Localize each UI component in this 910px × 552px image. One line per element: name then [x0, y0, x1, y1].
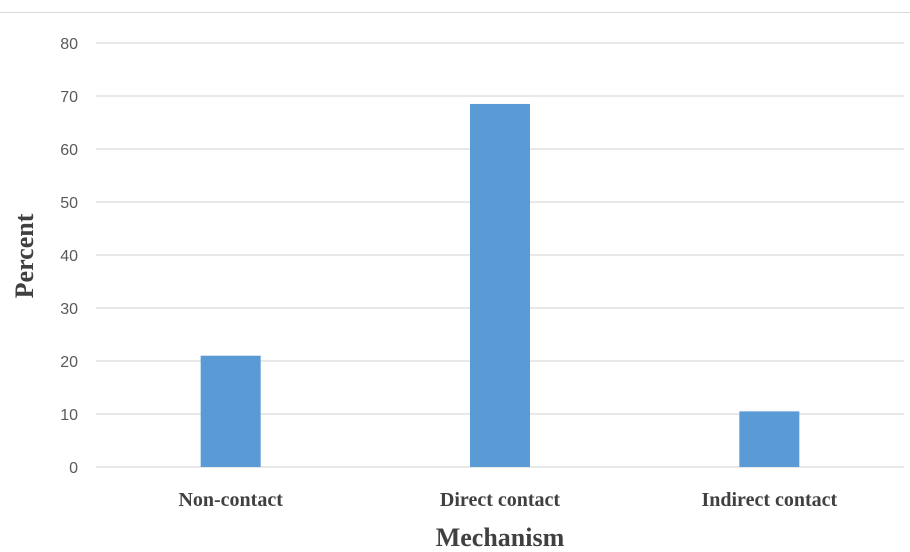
y-tick-label: 60	[60, 142, 78, 159]
x-category-label: Non-contact	[178, 489, 283, 511]
y-axis-ticks: 0 10 20 30 40 50 60 70 80	[60, 36, 78, 477]
x-axis-categories: Non-contact Direct contact Indirect contac…	[178, 489, 837, 511]
y-tick-label: 40	[60, 248, 78, 265]
chart-border-line	[0, 12, 910, 13]
x-category-label: Indirect contact	[701, 489, 837, 511]
y-tick-label: 50	[60, 195, 78, 212]
y-tick-label: 10	[60, 407, 78, 424]
y-tick-label: 30	[60, 301, 78, 318]
y-tick-label: 0	[69, 460, 78, 477]
bar-non-contact	[200, 355, 261, 467]
y-tick-label: 70	[60, 89, 78, 106]
bar-indirect-contact	[739, 411, 800, 467]
bars	[200, 103, 800, 467]
y-axis-title: Percent	[10, 213, 39, 298]
y-tick-label: 20	[60, 354, 78, 371]
y-tick-label: 80	[60, 36, 78, 53]
x-axis-title: Mechanism	[436, 523, 565, 552]
x-category-label: Direct contact	[440, 489, 560, 511]
bar-direct-contact	[470, 103, 530, 467]
